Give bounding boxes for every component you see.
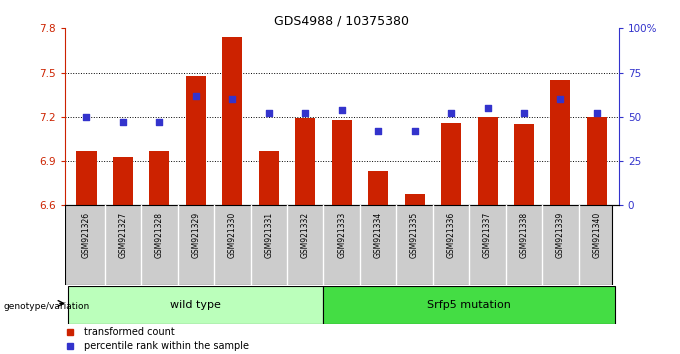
Text: GSM921326: GSM921326 (82, 212, 91, 258)
Bar (113, 156, 133, 205)
Bar (150, 151, 169, 205)
Bar (259, 151, 279, 205)
Point (190, 93, 201, 98)
Text: GSM921338: GSM921338 (520, 212, 528, 258)
Point (154, 119, 165, 125)
Text: GSM921340: GSM921340 (592, 212, 601, 258)
Text: GSM921328: GSM921328 (155, 212, 164, 258)
Bar (76, 151, 97, 205)
Bar (324, 286, 615, 324)
Bar (222, 37, 242, 205)
Point (263, 110, 274, 116)
Text: GSM921330: GSM921330 (228, 212, 237, 258)
Point (445, 110, 456, 116)
Point (519, 110, 530, 116)
Text: GSM921335: GSM921335 (410, 212, 419, 258)
Bar (68, 286, 324, 324)
Text: GSM921333: GSM921333 (337, 212, 346, 258)
Text: wild type: wild type (171, 300, 221, 310)
Point (409, 128, 420, 134)
Point (373, 128, 384, 134)
Point (300, 110, 311, 116)
Point (118, 119, 129, 125)
Text: GSM921331: GSM921331 (265, 212, 273, 258)
Bar (186, 75, 206, 205)
Point (227, 96, 238, 102)
Text: GSM921329: GSM921329 (191, 212, 201, 258)
Text: genotype/variation: genotype/variation (3, 302, 90, 311)
Bar (332, 120, 352, 205)
Bar (550, 80, 571, 205)
Bar (514, 124, 534, 205)
Title: GDS4988 / 10375380: GDS4988 / 10375380 (274, 14, 409, 27)
Point (482, 105, 493, 111)
Bar (477, 117, 498, 205)
Point (555, 96, 566, 102)
Text: GSM921332: GSM921332 (301, 212, 309, 258)
Bar (405, 194, 424, 205)
Text: GSM921337: GSM921337 (483, 212, 492, 258)
Bar (295, 118, 316, 205)
Text: GSM921327: GSM921327 (118, 212, 127, 258)
Text: GSM921334: GSM921334 (374, 212, 383, 258)
Text: percentile rank within the sample: percentile rank within the sample (84, 342, 249, 352)
Point (592, 110, 602, 116)
Text: GSM921336: GSM921336 (447, 212, 456, 258)
Text: GSM921339: GSM921339 (556, 212, 565, 258)
Bar (441, 123, 461, 205)
Point (81, 114, 92, 120)
Text: Srfp5 mutation: Srfp5 mutation (427, 300, 511, 310)
Bar (587, 117, 607, 205)
Bar (368, 171, 388, 205)
Text: transformed count: transformed count (84, 327, 175, 337)
Point (336, 107, 347, 113)
